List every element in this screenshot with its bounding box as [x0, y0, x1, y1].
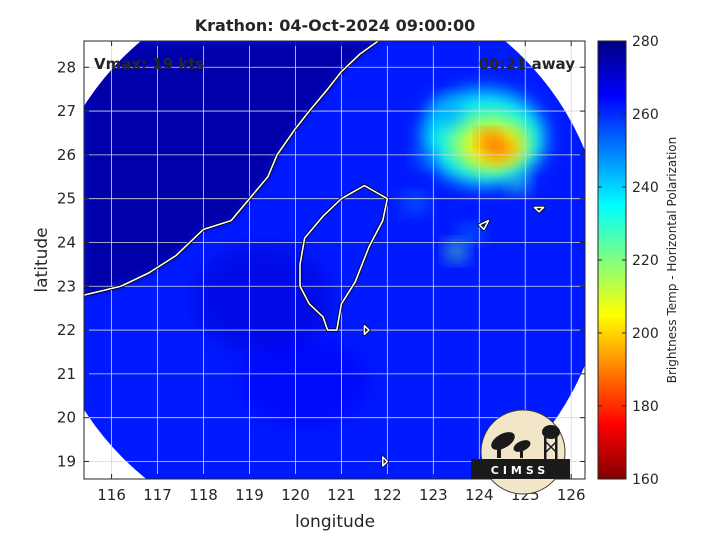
x-tick-label: 126 — [557, 486, 586, 504]
island-outline — [363, 324, 370, 336]
x-tick-label: 119 — [235, 486, 264, 504]
logo-banner — [471, 459, 570, 479]
logo-tower-icon — [542, 425, 560, 461]
island-outline — [533, 206, 545, 213]
coastlines — [84, 41, 546, 468]
x-tick-label: 120 — [281, 486, 310, 504]
colorbar-tick-label: 200 — [632, 326, 659, 342]
x-tick-label: 124 — [465, 486, 494, 504]
logo-dish-icon — [491, 432, 531, 458]
swath-feature — [460, 226, 481, 241]
colorbar-ticks: 160 180 200 220 240 260 280 — [598, 34, 659, 488]
x-tick-label: 121 — [327, 486, 356, 504]
y-tick-label: 27 — [57, 102, 76, 120]
colorbar-tick-label: 160 — [632, 472, 659, 488]
y-axis-ticks: 19 20 21 22 23 24 25 26 27 28 — [57, 58, 585, 470]
colorbar-tick-label: 280 — [632, 34, 659, 50]
swath-south — [239, 337, 370, 428]
y-tick-label: 25 — [57, 190, 76, 208]
y-tick-label: 22 — [57, 321, 76, 339]
x-tick-label: 118 — [189, 486, 218, 504]
x-tick-label: 122 — [373, 486, 402, 504]
axes-frame — [83, 40, 586, 480]
logo-text: CIMSS — [491, 464, 549, 477]
vmax-annotation: Vmax: 19 kts — [94, 55, 204, 73]
island-outline — [381, 456, 389, 467]
colorbar-tick-label: 220 — [632, 253, 659, 269]
swath-feature — [509, 175, 528, 192]
y-axis-label: latitude — [32, 227, 52, 292]
heatmap-swath — [84, 41, 585, 479]
taiwan-outline — [299, 184, 389, 331]
swath-feature — [480, 131, 497, 144]
colorbar-label: Brightness Temp - Horizontal Polarizatio… — [665, 137, 679, 384]
colorbar — [597, 40, 627, 480]
colorbar-tick-label: 180 — [632, 399, 659, 415]
y-tick-label: 28 — [57, 58, 76, 76]
island-outline — [478, 219, 490, 231]
colorbar-tick-label: 240 — [632, 180, 659, 196]
swath-feature — [447, 243, 466, 260]
time-away-annotation: 00:21 away — [479, 55, 576, 73]
y-tick-label: 26 — [57, 146, 76, 164]
swath-feature — [402, 195, 427, 212]
china-coastline — [84, 41, 379, 296]
swath-feature — [415, 152, 434, 167]
y-tick-label: 20 — [57, 409, 76, 427]
x-axis-label: longitude — [295, 512, 375, 532]
x-axis-ticks: 116 117 118 119 120 121 122 123 124 125 126 — [97, 41, 586, 504]
y-tick-label: 19 — [57, 452, 76, 470]
y-tick-label: 24 — [57, 233, 76, 251]
y-tick-label: 23 — [57, 277, 76, 295]
swath-dark-band — [193, 244, 334, 355]
cimss-logo: CIMSS — [471, 409, 570, 495]
colorbar-tick-label: 260 — [632, 107, 659, 123]
x-tick-label: 116 — [97, 486, 126, 504]
y-tick-label: 21 — [57, 365, 76, 383]
x-tick-label: 123 — [419, 486, 448, 504]
chart-title: Krathon: 04-Oct-2024 09:00:00 — [195, 16, 475, 35]
x-tick-label: 117 — [143, 486, 172, 504]
